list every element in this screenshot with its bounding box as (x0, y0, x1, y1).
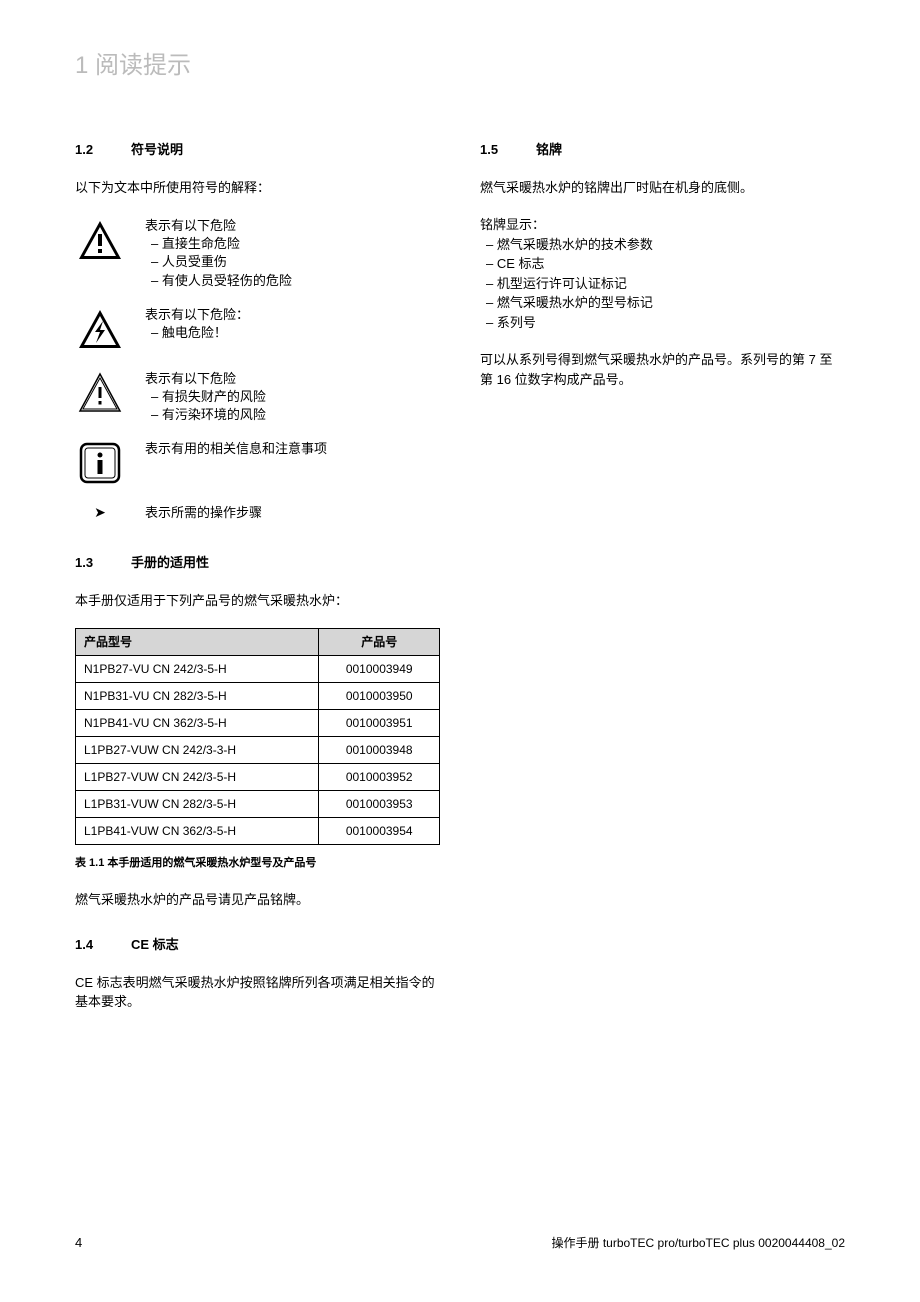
table-cell: N1PB31-VU CN 282/3-5-H (76, 683, 319, 710)
section-1-3-head: 1.3 手册的适用性 (75, 553, 440, 573)
symbol-row-electric: 表示有以下危险： – 触电危险！ (75, 304, 440, 354)
table-row: L1PB31-VUW CN 282/3-5-H0010003953 (76, 791, 440, 818)
symbol-row-step: ➤ 表示所需的操作步骤 (75, 502, 440, 523)
symbol-item: – 触电危险！ (145, 324, 440, 342)
symbol-head: 表示有以下危险： (145, 306, 440, 324)
symbol-item: – 有损失财产的风险 (145, 388, 440, 406)
product-table: 产品型号 产品号 N1PB27-VU CN 242/3-5-H001000394… (75, 628, 440, 845)
section-num: 1.3 (75, 553, 101, 573)
table-row: L1PB27-VUW CN 242/3-3-H0010003948 (76, 737, 440, 764)
symbol-row-info: 表示有用的相关信息和注意事项 (75, 438, 440, 488)
symbol-row-danger: 表示有以下危险 – 直接生命危险 – 人员受重伤 – 有使人员受轻伤的危险 (75, 215, 440, 290)
table-cell: 0010003952 (319, 764, 440, 791)
symbol-head: 表示有用的相关信息和注意事项 (145, 440, 440, 458)
section-num: 1.5 (480, 140, 506, 160)
section-1-4-head: 1.4 CE 标志 (75, 935, 440, 955)
section-1-3-note: 燃气采暖热水炉的产品号请见产品铭牌。 (75, 890, 440, 910)
table-caption: 表 1.1 本手册适用的燃气采暖热水炉型号及产品号 (75, 855, 440, 872)
table-cell: 0010003948 (319, 737, 440, 764)
list-item: – 燃气采暖热水炉的型号标记 (480, 293, 845, 313)
section-title: 符号说明 (131, 140, 183, 160)
table-row: L1PB27-VUW CN 242/3-5-H0010003952 (76, 764, 440, 791)
table-cell: 0010003951 (319, 710, 440, 737)
section-num: 1.4 (75, 935, 101, 955)
table-cell: 0010003949 (319, 656, 440, 683)
symbol-item: – 有污染环境的风险 (145, 406, 440, 424)
symbol-head: 表示有以下危险 (145, 217, 440, 235)
section-1-5-head: 1.5 铭牌 (480, 140, 845, 160)
table-cell: N1PB27-VU CN 242/3-5-H (76, 656, 319, 683)
symbol-text: 表示有以下危险 – 直接生命危险 – 人员受重伤 – 有使人员受轻伤的危险 (145, 215, 440, 290)
table-cell: L1PB27-VUW CN 242/3-3-H (76, 737, 319, 764)
page-number: 4 (75, 1233, 82, 1253)
caution-triangle-icon (75, 368, 125, 418)
table-cell: L1PB31-VUW CN 282/3-5-H (76, 791, 319, 818)
arrow-icon: ➤ (75, 502, 125, 523)
section-1-4-body: CE 标志表明燃气采暖热水炉按照铭牌所列各项满足相关指令的基本要求。 (75, 973, 440, 1012)
section-title: CE 标志 (131, 935, 179, 955)
section-1-3-intro: 本手册仅适用于下列产品号的燃气采暖热水炉： (75, 591, 440, 611)
table-cell: L1PB41-VUW CN 362/3-5-H (76, 818, 319, 845)
list-item: – 燃气采暖热水炉的技术参数 (480, 235, 845, 255)
section-1-5-intro: 燃气采暖热水炉的铭牌出厂时贴在机身的底侧。 (480, 178, 845, 198)
list-item: – 系列号 (480, 313, 845, 333)
symbol-item: – 直接生命危险 (145, 235, 440, 253)
warning-triangle-icon (75, 215, 125, 265)
section-1-5-note: 可以从系列号得到燃气采暖热水炉的产品号。系列号的第 7 至第 16 位数字构成产… (480, 350, 845, 389)
table-cell: 0010003950 (319, 683, 440, 710)
table-cell: 0010003953 (319, 791, 440, 818)
symbol-text: 表示有以下危险 – 有损失财产的风险 – 有污染环境的风险 (145, 368, 440, 425)
table-header-row: 产品型号 产品号 (76, 629, 440, 656)
symbol-item: – 有使人员受轻伤的危险 (145, 272, 440, 290)
section-1-2-intro: 以下为文本中所使用符号的解释： (75, 178, 440, 198)
electric-hazard-icon (75, 304, 125, 354)
section-title: 铭牌 (536, 140, 562, 160)
list-item: – CE 标志 (480, 254, 845, 274)
table-header: 产品型号 (76, 629, 319, 656)
table-header: 产品号 (319, 629, 440, 656)
table-row: N1PB31-VU CN 282/3-5-H0010003950 (76, 683, 440, 710)
section-num: 1.2 (75, 140, 101, 160)
page-section-header: 1 阅读提示 (75, 48, 191, 84)
info-box-icon (75, 438, 125, 488)
arrow-text: 表示所需的操作步骤 (145, 503, 262, 523)
table-cell: N1PB41-VU CN 362/3-5-H (76, 710, 319, 737)
symbol-text: 表示有以下危险： – 触电危险！ (145, 304, 440, 342)
right-column: 1.5 铭牌 燃气采暖热水炉的铭牌出厂时贴在机身的底侧。 铭牌显示： – 燃气采… (480, 140, 845, 1030)
list-item: – 机型运行许可认证标记 (480, 274, 845, 294)
left-column: 1.2 符号说明 以下为文本中所使用符号的解释： 表示有以下危险 – 直接生命危… (75, 140, 440, 1030)
section-1-2-head: 1.2 符号说明 (75, 140, 440, 160)
doc-id: 操作手册 turboTEC pro/turboTEC plus 00200444… (552, 1234, 846, 1252)
table-row: L1PB41-VUW CN 362/3-5-H0010003954 (76, 818, 440, 845)
table-cell: 0010003954 (319, 818, 440, 845)
symbol-item: – 人员受重伤 (145, 253, 440, 271)
symbol-head: 表示有以下危险 (145, 370, 440, 388)
symbol-text: 表示有用的相关信息和注意事项 (145, 438, 440, 458)
section-title: 手册的适用性 (131, 553, 209, 573)
symbol-row-caution: 表示有以下危险 – 有损失财产的风险 – 有污染环境的风险 (75, 368, 440, 425)
list-head: 铭牌显示： (480, 215, 845, 235)
table-row: N1PB27-VU CN 242/3-5-H0010003949 (76, 656, 440, 683)
table-row: N1PB41-VU CN 362/3-5-H0010003951 (76, 710, 440, 737)
main-content: 1.2 符号说明 以下为文本中所使用符号的解释： 表示有以下危险 – 直接生命危… (75, 140, 845, 1030)
table-cell: L1PB27-VUW CN 242/3-5-H (76, 764, 319, 791)
